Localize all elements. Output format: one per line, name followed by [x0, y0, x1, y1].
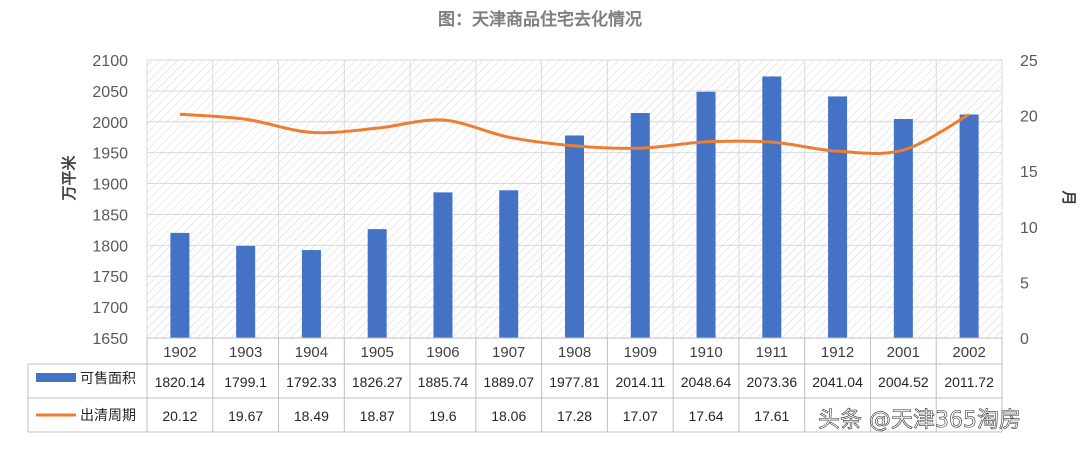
table-cell-bar-value: 1977.81 — [549, 374, 600, 390]
left-tick-label: 1700 — [92, 300, 128, 317]
bar — [433, 192, 453, 338]
left-axis-title: 万平米 — [60, 155, 78, 202]
table-row-line-values: 20.12 19.67 18.49 18.87 19.6 18.06 17.28 17.07 1… — [162, 408, 789, 424]
bar — [499, 190, 519, 338]
table-cell-bar-value: 2041.04 — [812, 374, 863, 390]
table-cell-bar-value: 1885.74 — [418, 374, 469, 390]
category-dividers — [146, 60, 1003, 338]
category-label: 1906 — [426, 344, 459, 361]
chart-title: 图：天津商品住宅去化情况 — [438, 9, 642, 30]
table-cell-line-value: 19.6 — [429, 408, 456, 424]
table-cell-bar-value: 1820.14 — [155, 374, 206, 390]
table-cell-line-value: 19.67 — [228, 408, 263, 424]
watermark: 头条 @天津365淘房 — [818, 408, 1021, 433]
category-label: 1908 — [558, 344, 591, 361]
left-tick-label: 2050 — [92, 84, 128, 101]
category-label: 1905 — [361, 344, 394, 361]
left-tick-label: 1900 — [92, 177, 128, 194]
table-cell-bar-value: 2014.11 — [615, 374, 665, 390]
table-cell-bar-value: 2073.36 — [747, 374, 798, 390]
bar — [236, 245, 256, 338]
bar — [893, 118, 913, 339]
bar-series — [170, 76, 979, 339]
category-label: 1902 — [163, 344, 196, 361]
left-tick-label: 1850 — [92, 207, 128, 224]
right-tick-label: 20 — [1020, 109, 1038, 126]
line-series-path — [179, 112, 970, 155]
right-tick-label: 5 — [1020, 275, 1029, 292]
category-label: 2002 — [952, 344, 985, 361]
table-grid — [27, 337, 1003, 433]
left-tick-label: 1650 — [92, 331, 128, 348]
legend-line: 出清周期 — [36, 408, 136, 424]
data-table: 1902 1903 1904 1905 1906 1907 1908 1909 1910 1911… — [27, 337, 1003, 433]
category-label: 1903 — [229, 344, 262, 361]
left-tick-label: 1800 — [92, 238, 128, 255]
category-label: 1912 — [821, 344, 854, 361]
category-label: 1909 — [624, 344, 657, 361]
left-tick-label: 1750 — [92, 269, 128, 286]
category-label: 1904 — [295, 344, 328, 361]
table-cell-line-value: 17.61 — [754, 408, 789, 424]
table-cell-line-value: 18.87 — [360, 408, 395, 424]
table-cell-bar-value: 1826.27 — [352, 374, 403, 390]
right-axis-title: 月 — [1060, 189, 1078, 205]
left-tick-label: 2000 — [92, 115, 128, 132]
left-tick-label: 1950 — [92, 146, 128, 163]
legend-line-label: 出清周期 — [80, 408, 136, 424]
legend-bar: 可售面积 — [36, 371, 136, 387]
bar — [367, 229, 387, 338]
left-axis-ticks: 1650 1700 1750 1800 1850 1900 1950 2000 2050 2100 — [92, 53, 128, 348]
right-tick-label: 0 — [1020, 331, 1029, 348]
category-label: 2001 — [887, 344, 920, 361]
table-cell-line-value: 17.07 — [623, 408, 658, 424]
legend-bar-swatch — [36, 373, 76, 382]
bar — [565, 135, 584, 338]
table-cell-bar-value: 1889.07 — [483, 374, 534, 390]
table-cell-line-value: 18.06 — [491, 408, 526, 424]
right-axis-ticks: 0 5 10 15 20 25 — [1020, 53, 1038, 348]
category-label: 1907 — [492, 344, 525, 361]
table-cell-bar-value: 2011.72 — [944, 374, 994, 390]
category-label: 1910 — [689, 344, 722, 361]
table-cell-line-value: 18.49 — [294, 408, 329, 424]
category-label: 1911 — [756, 344, 788, 361]
table-row-bar-values: 1820.14 1799.1 1792.33 1826.27 1885.74 1889.0… — [155, 374, 995, 390]
bar — [696, 91, 716, 338]
right-tick-label: 25 — [1020, 53, 1038, 70]
bar — [828, 96, 848, 338]
bar — [762, 76, 782, 338]
right-tick-label: 15 — [1020, 164, 1038, 181]
table-cell-bar-value: 1792.33 — [286, 374, 337, 390]
table-cell-bar-value: 2048.64 — [681, 374, 732, 390]
bar — [170, 232, 190, 338]
table-cell-line-value: 17.28 — [557, 408, 592, 424]
category-labels: 1902 1903 1904 1905 1906 1907 1908 1909 1910 1911… — [163, 344, 986, 361]
table-cell-bar-value: 2004.52 — [878, 374, 929, 390]
right-tick-label: 10 — [1020, 220, 1038, 237]
table-cell-line-value: 17.64 — [689, 408, 724, 424]
bar — [301, 250, 321, 338]
bar — [959, 114, 979, 339]
table-cell-line-value: 20.12 — [162, 408, 197, 424]
left-tick-label: 2100 — [92, 53, 128, 70]
bar — [630, 113, 650, 338]
legend-bar-label: 可售面积 — [80, 371, 136, 387]
table-cell-bar-value: 1799.1 — [224, 374, 267, 390]
